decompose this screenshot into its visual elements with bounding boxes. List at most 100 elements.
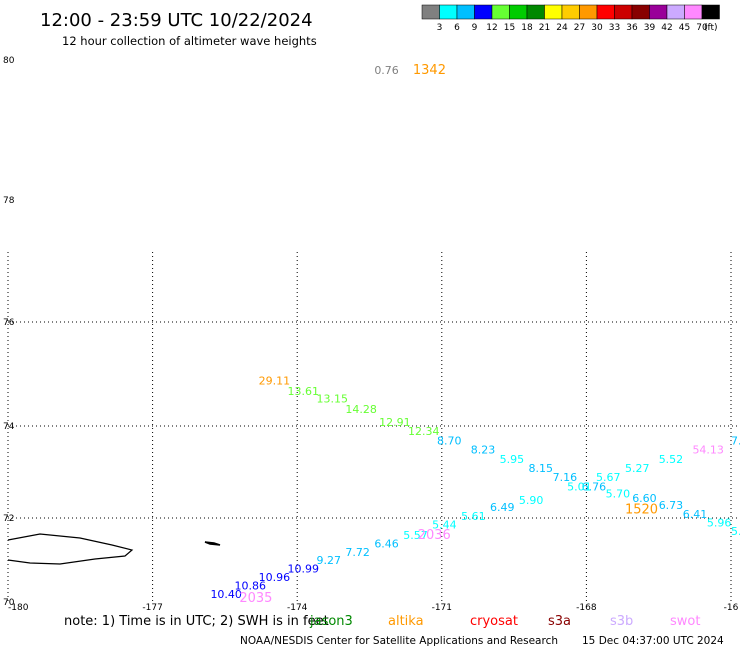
satellite-legend-s3b: s3b [610,614,633,629]
timestamp-text: 15 Dec 04:37:00 UTC 2024 [582,635,724,647]
wave-height-value: 12.34 [408,425,440,438]
scale-swatch [649,4,668,20]
longitude-label: -171 [432,603,452,613]
wave-height-value: 7.72 [345,546,370,559]
wave-height-value: 13.61 [288,385,320,398]
wave-height-value: 5.95 [500,453,525,466]
wave-height-value: 6.60 [632,492,657,505]
wave-height-value: 5.52 [659,453,684,466]
graticule [7,252,738,602]
map-title: 12:00 - 23:59 UTC 10/22/2024 [40,10,313,31]
scale-label: 12 [486,23,497,33]
longitude-label: -16 [724,603,739,613]
scale-swatch [544,4,563,20]
wave-height-value: 8.23 [471,444,496,457]
longitude-label: -168 [576,603,597,613]
wave-height-value: 10.99 [288,563,320,576]
wave-height-value: 7.16 [553,471,578,484]
scale-swatch [421,4,440,20]
latitude-label: 76 [3,318,15,328]
wave-height-value: 10.86 [235,579,266,592]
scale-swatch [439,4,458,20]
scale-swatch [561,4,580,20]
wave-height-value: 5.96 [707,516,732,529]
longitude-label: -180 [8,603,29,613]
satellite-legend-cryosat: cryosat [470,614,518,629]
map-subtitle: 12 hour collection of altimeter wave hei… [62,34,317,48]
wave-height-value: 10.40 [210,588,242,601]
scale-label: 33 [609,23,620,33]
units-note: note: 1) Time is in UTC; 2) SWH is in fe… [64,614,329,629]
wave-height-value: 0.76 [374,64,399,77]
wave-height-value: 6.76 [582,480,607,493]
wave-height-value: 6.46 [374,537,399,550]
wave-height-value: 6.41 [683,508,708,521]
wave-height-value: 7.70 [731,434,740,447]
wave-height-value: 5.44 [432,519,457,532]
scale-label: 36 [626,23,638,33]
wave-height-value: 14.28 [345,403,377,416]
wave-height-value: 5.01 [567,480,592,493]
satellite-legend-s3a: s3a [548,614,571,629]
scale-label: 30 [591,23,603,33]
scale-label: 18 [521,23,533,33]
credit-text: NOAA/NESDIS Center for Satellite Applica… [240,635,558,647]
wave-height-value: 5.44 [731,525,740,538]
satellite-legend-altika: altika [388,614,424,629]
wave-height-value: 13.15 [316,393,348,406]
scale-label: 24 [556,23,568,33]
longitude-label: -174 [287,603,308,613]
scale-label: 42 [661,23,672,33]
scale-swatch [526,4,545,20]
scale-swatch [491,4,510,20]
scale-swatch [666,4,685,20]
wave-height-value: 8.70 [437,434,462,447]
latitude-label: 72 [3,514,14,524]
wave-height-value: 5.70 [606,487,631,500]
wave-height-value: 9.27 [316,554,341,567]
latitude-label: 80 [3,56,15,66]
wave-height-value: 5.57 [403,529,428,542]
scale-swatch [509,4,528,20]
scale-label: 3 [437,23,443,33]
wave-height-value: 6.73 [659,499,684,512]
wave-height-color-scale: 3 6 9 12 15 18 21 24 27 30 33 36 39 42 45 70(ft) [421,4,720,33]
scale-label: 70 [696,23,708,33]
coastline [7,533,221,565]
wave-height-value: 5.90 [519,494,544,507]
latitude-labels: 80 78 76 74 72 70 [3,56,15,608]
scale-swatch [474,4,493,20]
scale-swatch [631,4,650,20]
scale-unit: (ft) [704,23,718,33]
scale-swatch [684,4,703,20]
wave-height-value: 6.49 [490,501,515,514]
latitude-label: 70 [3,598,15,608]
wave-height-value: 5.61 [461,510,486,523]
scale-swatch [614,4,633,20]
longitude-labels: -180 -177 -174 -171 -168 -16 [8,603,739,613]
wave-height-value: 54.13 [692,444,724,457]
wave-height-value: 10.96 [259,571,291,584]
latitude-label: 78 [3,196,15,206]
scale-label: 6 [454,23,460,33]
latitude-label: 74 [3,422,15,432]
pass-time-label: 1342 [413,63,446,78]
scale-label: 15 [504,23,515,33]
wave-height-value: 12.91 [379,416,411,429]
satellite-legend-swot: swot [670,614,700,629]
wave-height-value: 8.15 [529,462,554,475]
scale-swatch [456,4,475,20]
islet-outline [204,541,221,546]
scale-label: 27 [574,23,585,33]
satellite-legend: jason3 altika cryosat s3a s3b swot [309,614,700,629]
pass-time-labels: 134215202036203515 [239,63,658,606]
scale-label: 21 [539,23,550,33]
pass-time-label: 2036 [418,528,451,543]
wave-height-value: 29.11 [259,374,291,387]
longitude-label: -177 [142,603,162,613]
scale-label: 9 [472,23,478,33]
scale-label: 39 [644,23,656,33]
scale-label: 45 [679,23,690,33]
